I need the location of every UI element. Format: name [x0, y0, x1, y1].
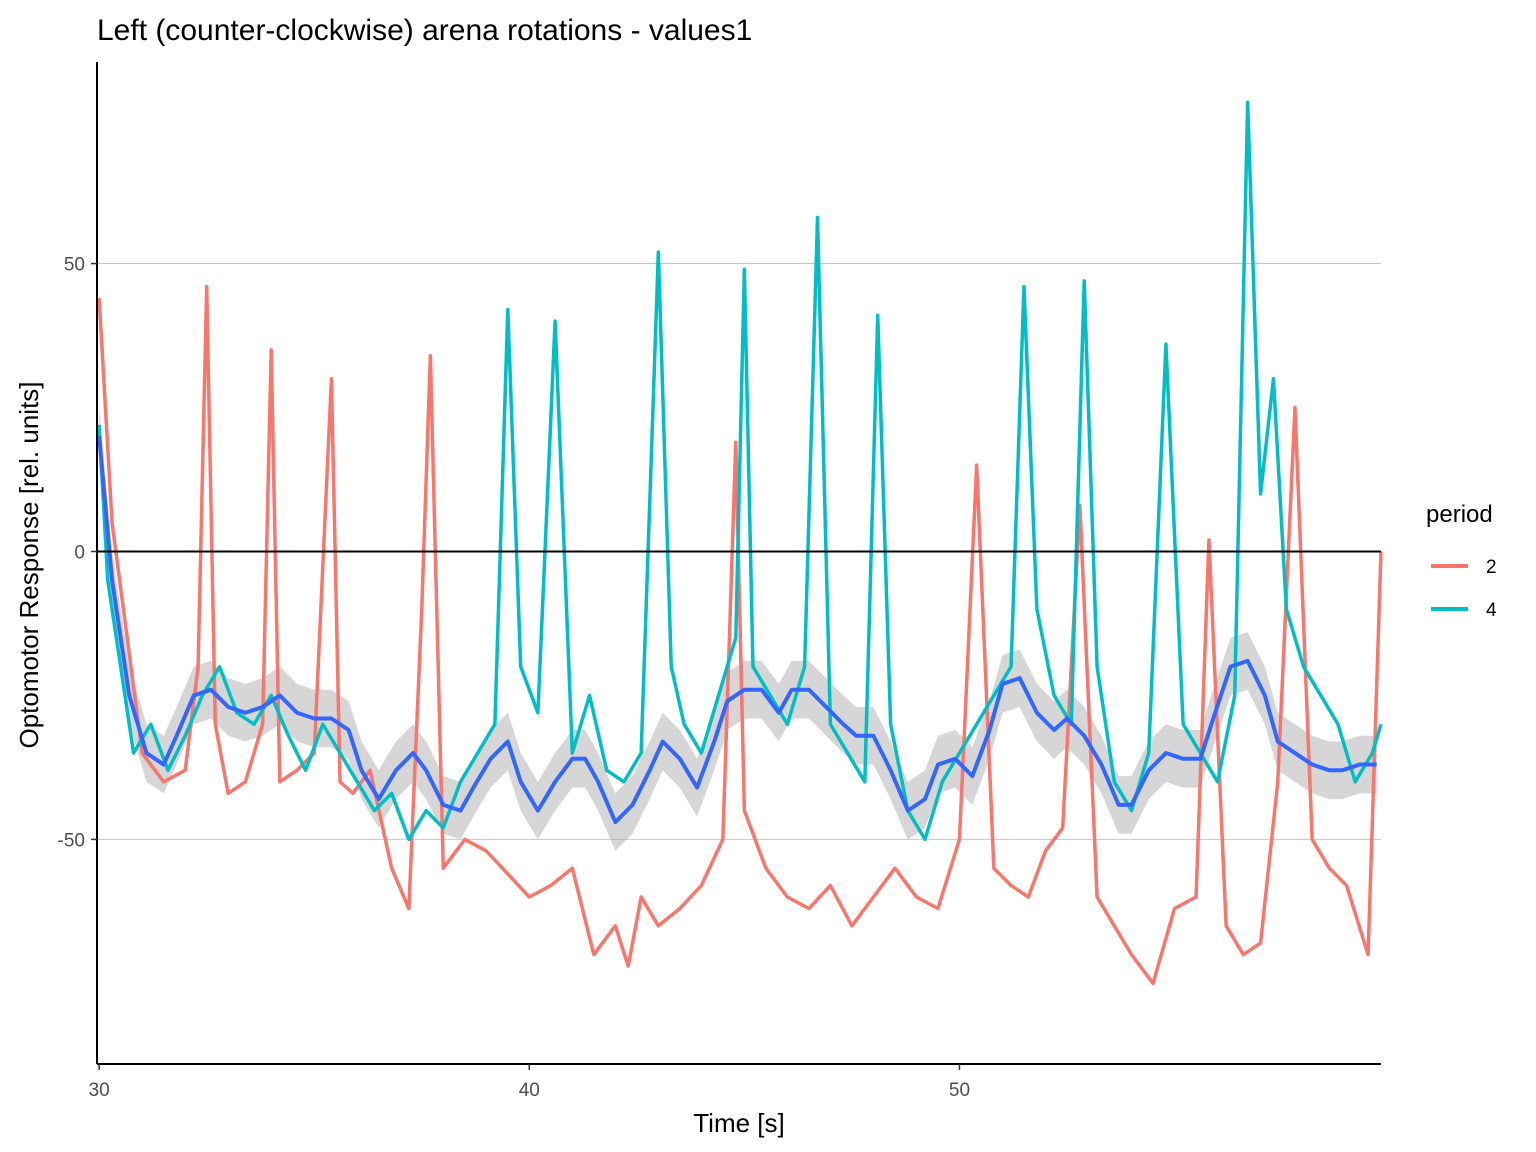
x-tick-label: 40: [519, 1080, 540, 1101]
y-tick-label: 50: [64, 255, 85, 276]
axes: -50 0 50 30 40 50: [58, 62, 1381, 1101]
grid: [97, 263, 1381, 840]
y-tick-label: -50: [58, 830, 85, 851]
y-axis-title: Optomotor Response [rel. units]: [14, 381, 44, 748]
legend-title: period: [1426, 501, 1493, 528]
legend: period 2 4: [1426, 501, 1497, 621]
chart-title: Left (counter-clockwise) arena rotations…: [97, 14, 752, 47]
x-tick-label: 30: [89, 1080, 110, 1101]
x-tick-label: 50: [949, 1080, 970, 1101]
series-period-2-line: [97, 284, 1383, 986]
series-period-4-line: [97, 100, 1383, 842]
legend-label-period-4: 4: [1486, 600, 1497, 621]
confidence-band: [99, 407, 1377, 851]
series-layer: [97, 100, 1383, 986]
x-axis-title: Time [s]: [693, 1108, 784, 1138]
legend-label-period-2: 2: [1486, 557, 1497, 578]
smooth-trend-line: [97, 436, 1377, 825]
smooth-ribbon: [99, 407, 1377, 851]
y-tick-label: 0: [74, 542, 85, 563]
